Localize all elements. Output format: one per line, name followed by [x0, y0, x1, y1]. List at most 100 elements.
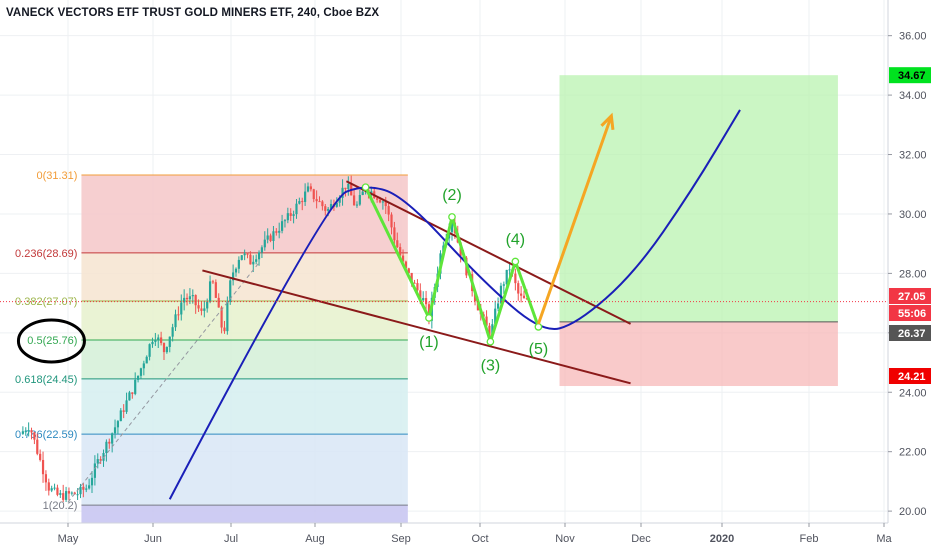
- price-badge-label: 26.37: [898, 328, 926, 340]
- candle-body: [148, 344, 151, 357]
- candle-body: [407, 268, 410, 273]
- candle-body: [111, 433, 114, 444]
- candle-body: [252, 261, 255, 265]
- elliott-wave: [364, 186, 540, 344]
- wave-point: [511, 257, 520, 266]
- candle-body: [419, 290, 422, 301]
- candle-body: [21, 431, 24, 434]
- time-tick-label: Feb: [800, 533, 819, 545]
- candle-body: [194, 295, 197, 306]
- time-axis-bg: [0, 523, 932, 550]
- candle-body: [134, 379, 137, 394]
- chart-title: VANECK VECTORS ETF TRUST GOLD MINERS ETF…: [6, 7, 380, 19]
- candle-body: [272, 231, 275, 241]
- candle-body: [96, 459, 99, 464]
- price-tick-label: 28.00: [899, 268, 927, 280]
- candle-body: [494, 308, 497, 325]
- candle-body: [312, 189, 315, 200]
- candle-body: [321, 201, 324, 207]
- fib-zone: [81, 505, 408, 523]
- fib-zone: [81, 175, 408, 253]
- price-badge: [889, 67, 931, 84]
- wave-point: [486, 337, 495, 346]
- candle-body: [381, 201, 384, 203]
- candle-body: [341, 187, 344, 198]
- candle-body: [249, 254, 252, 265]
- candle-body: [122, 410, 125, 412]
- candle-body: [266, 235, 269, 240]
- wave-label: (1): [419, 334, 439, 351]
- fib-level-label: 0.382(27.07): [15, 296, 77, 308]
- candle-body: [214, 282, 217, 298]
- candle-body: [53, 487, 56, 489]
- candle-body: [520, 293, 523, 296]
- candle-body: [263, 239, 266, 248]
- wave-label: (2): [442, 187, 462, 204]
- candle-body: [41, 459, 45, 475]
- candle-body: [416, 283, 419, 291]
- candle-body: [393, 227, 396, 241]
- candle-body: [496, 303, 500, 309]
- candle-body: [59, 493, 62, 495]
- candle-body: [39, 453, 42, 460]
- candle-body: [522, 295, 526, 299]
- candle-body: [324, 206, 327, 211]
- time-tick-label: Nov: [555, 533, 575, 545]
- candle-body: [232, 272, 235, 281]
- candle-body: [278, 230, 281, 233]
- candle-body: [399, 247, 402, 256]
- time-tick-label: Jul: [224, 533, 238, 545]
- candle-body: [358, 195, 361, 205]
- candle-body: [404, 261, 408, 269]
- candle-body: [355, 204, 359, 206]
- time-tick-label: 2020: [710, 533, 734, 545]
- fib-zone: [81, 301, 408, 340]
- wave-label: (5): [529, 341, 549, 358]
- candle-body: [160, 337, 163, 344]
- time-tick-label: May: [58, 533, 79, 545]
- fib-zone: [81, 434, 408, 506]
- candle-body: [168, 336, 171, 347]
- price-badge: [889, 305, 931, 321]
- candle-body: [116, 421, 120, 428]
- fib-zone: [81, 252, 408, 302]
- candle-body: [378, 199, 382, 203]
- candle-body: [229, 280, 232, 302]
- candle-body: [33, 432, 36, 440]
- candle-body: [237, 259, 240, 269]
- candle-body: [361, 191, 364, 196]
- candle-body: [257, 252, 261, 260]
- candle-body: [208, 281, 212, 302]
- time-axis: May Jun Jul Aug Sep Oct Nov Dec 2020 Feb Ma: [0, 522, 932, 550]
- candle-body: [44, 474, 48, 483]
- candle-body: [180, 302, 183, 315]
- candle-body: [142, 363, 145, 369]
- candle-body: [280, 221, 284, 231]
- candle-body: [90, 477, 94, 486]
- candle-body: [410, 272, 413, 283]
- price-badge-label: 55:06: [898, 308, 926, 320]
- candle-body: [390, 214, 393, 228]
- candle-body: [269, 235, 272, 241]
- candle-body: [289, 213, 292, 216]
- candle-body: [335, 202, 338, 207]
- candle-body: [384, 201, 387, 207]
- price-axis: 20.0022.0024.0026.0028.0030.0032.0034.00…: [887, 0, 932, 550]
- candle-body: [517, 283, 520, 294]
- candle-body: [295, 203, 298, 215]
- candle-body: [125, 400, 128, 412]
- candle-body: [154, 339, 157, 342]
- candle-body: [151, 341, 154, 345]
- price-badge-label: 24.21: [898, 371, 926, 383]
- candle-body: [113, 427, 117, 434]
- candle-body: [347, 183, 350, 190]
- candle-body: [246, 253, 249, 255]
- candle-body: [376, 198, 379, 200]
- candle-body: [139, 368, 143, 376]
- fib-level-label: 0.618(24.45): [15, 374, 77, 386]
- candle-body: [188, 296, 192, 300]
- candle-body: [76, 494, 79, 496]
- price-tick-label: 22.00: [899, 447, 927, 459]
- time-tick-label: Dec: [631, 533, 651, 545]
